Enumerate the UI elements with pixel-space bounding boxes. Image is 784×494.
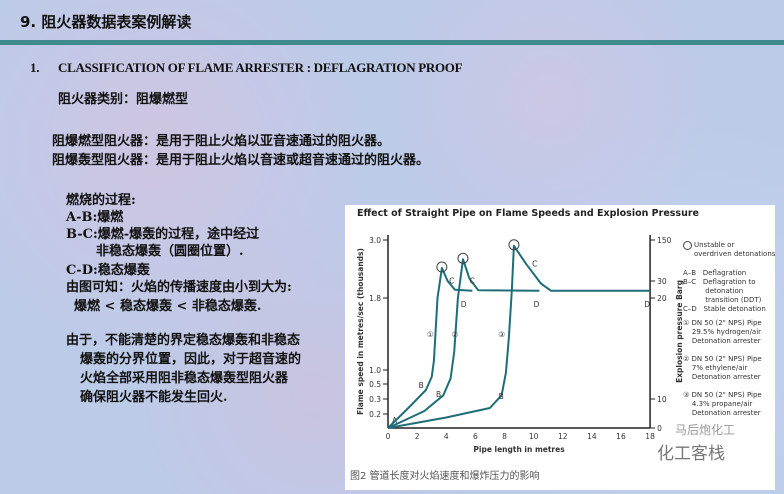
curve-point-label: B [499,392,504,401]
chart-title: Effect of Straight Pipe on Flame Speeds … [357,208,699,219]
x-axis-label: Pipe length in metres [473,445,565,454]
process-line: B-C:爆燃-爆轰的过程，途中经过 [66,227,260,242]
series-number-label: ③ [498,330,505,339]
x-tick-label: 6 [473,432,478,441]
heading-number: 1. [30,60,40,75]
curve-point-label: C [449,277,454,286]
y-tick-label: 0.2 [369,410,381,419]
y2-tick-label: 20 [657,294,667,303]
x-tick-label: 4 [444,432,449,441]
x-tick-label: 8 [502,432,507,441]
conclusion-line: 爆轰的分界位置，因此，对于超音速的 [80,352,302,367]
series-line-3 [387,244,651,429]
legend-item: Unstable or overdriven detonations [683,241,775,259]
y-tick-label: 0.5 [369,380,381,389]
unstable-detonation-marker [436,261,448,273]
curve-point-label: B [419,381,424,390]
unstable-detonation-marker [508,239,520,251]
process-line: 非稳态爆轰（圆圈位置）. [96,244,244,259]
category: 阻火器类别：阻爆燃型 [58,92,189,107]
y-tick-label: 0.3 [369,395,381,404]
curve-point-label: C [532,260,537,269]
x-tick-label: 16 [616,432,626,441]
title-divider [0,40,784,45]
series-number-label: ② [452,330,459,339]
slide-title: 9. 阻火器数据表案例解读 [20,13,192,31]
y2-tick-label: 0 [657,424,662,433]
curve-point-label: D [461,300,467,309]
y2-axis-label: Explosion pressure Barg [675,280,684,383]
process-line: C-D:稳态爆轰 [66,263,150,278]
unstable-detonation-marker [457,252,469,264]
series-number-label: ① [427,330,434,339]
curve-point-label: B [436,390,441,399]
series-line-2 [387,258,540,429]
y-tick-label: 3.0 [369,236,381,245]
conclusion-line: 由于，不能清楚的界定稳态爆轰和非稳态 [66,333,301,348]
x-tick-label: 18 [645,432,655,441]
legend-item: ① DN 50 (2" NPS) Pipe 29.5% hydrogen/air… [683,319,762,345]
watermark: 马后炮化工 [675,423,736,437]
figure-caption: 图2 管道长度对火焰速度和爆炸压力的影响 [350,471,540,482]
watermark: 化工客栈 [657,444,725,464]
legend-item: ③ DN 50 (2" NPS) Pipe 4.3% propane/air D… [683,391,762,417]
definition-2: 阻爆轰型阻火器：是用于阻止火焰以音速或超音速通过的阻火器。 [52,153,430,168]
y2-tick-label: 150 [657,236,672,245]
process-line: 燃烧的过程: [66,193,136,208]
x-tick-label: 12 [558,432,568,441]
series-line-1 [387,267,473,429]
legend-item: ② DN 50 (2" NPS) Pipe 7% ethylene/air De… [683,355,762,381]
curve-point-label: D [644,300,650,309]
x-tick-label: 14 [587,432,597,441]
legend-item: A–B Deflagration B–C Deflagration to det… [683,269,766,313]
y2-tick-label: 30 [657,277,667,286]
flame-speed-chart: Effect of Straight Pipe on Flame Speeds … [345,205,775,490]
curve-point-label: C [470,277,475,286]
conclusion-line: 火焰全部采用阻非稳态爆轰型阻火器 [80,371,289,386]
circle-icon [683,241,692,250]
definition-1: 阻爆燃型阻火器：是用于阻止火焰以亚音速通过的阻火器。 [52,134,391,149]
y-tick-label: 1.0 [369,366,381,375]
curve-point-label: D [534,300,540,309]
process-line: 爆燃 < 稳态爆轰 < 非稳态爆轰. [74,299,262,314]
y2-tick-label: 10 [657,395,667,404]
y-axis-label: Flame speed in metres/sec (thousands) [356,248,365,415]
y-tick-label: 1.8 [369,294,381,303]
x-tick-label: 10 [529,432,539,441]
process-line: 由图可知：火焰的传播速度由小到大为: [66,280,292,295]
process-line: A-B:爆燃 [66,210,124,225]
chart-plot: 0 2 4 6 8 10 12 14 16 18 3.0 1.8 1.0 0.5 0.3 0.2 150 30 20… [356,235,684,454]
heading: CLASSIFICATION OF FLAME ARRESTER : DEFLA… [58,60,463,75]
x-tick-label: 0 [386,432,391,441]
x-tick-label: 2 [415,432,420,441]
conclusion-line: 确保阻火器不能发生回火. [80,390,228,405]
